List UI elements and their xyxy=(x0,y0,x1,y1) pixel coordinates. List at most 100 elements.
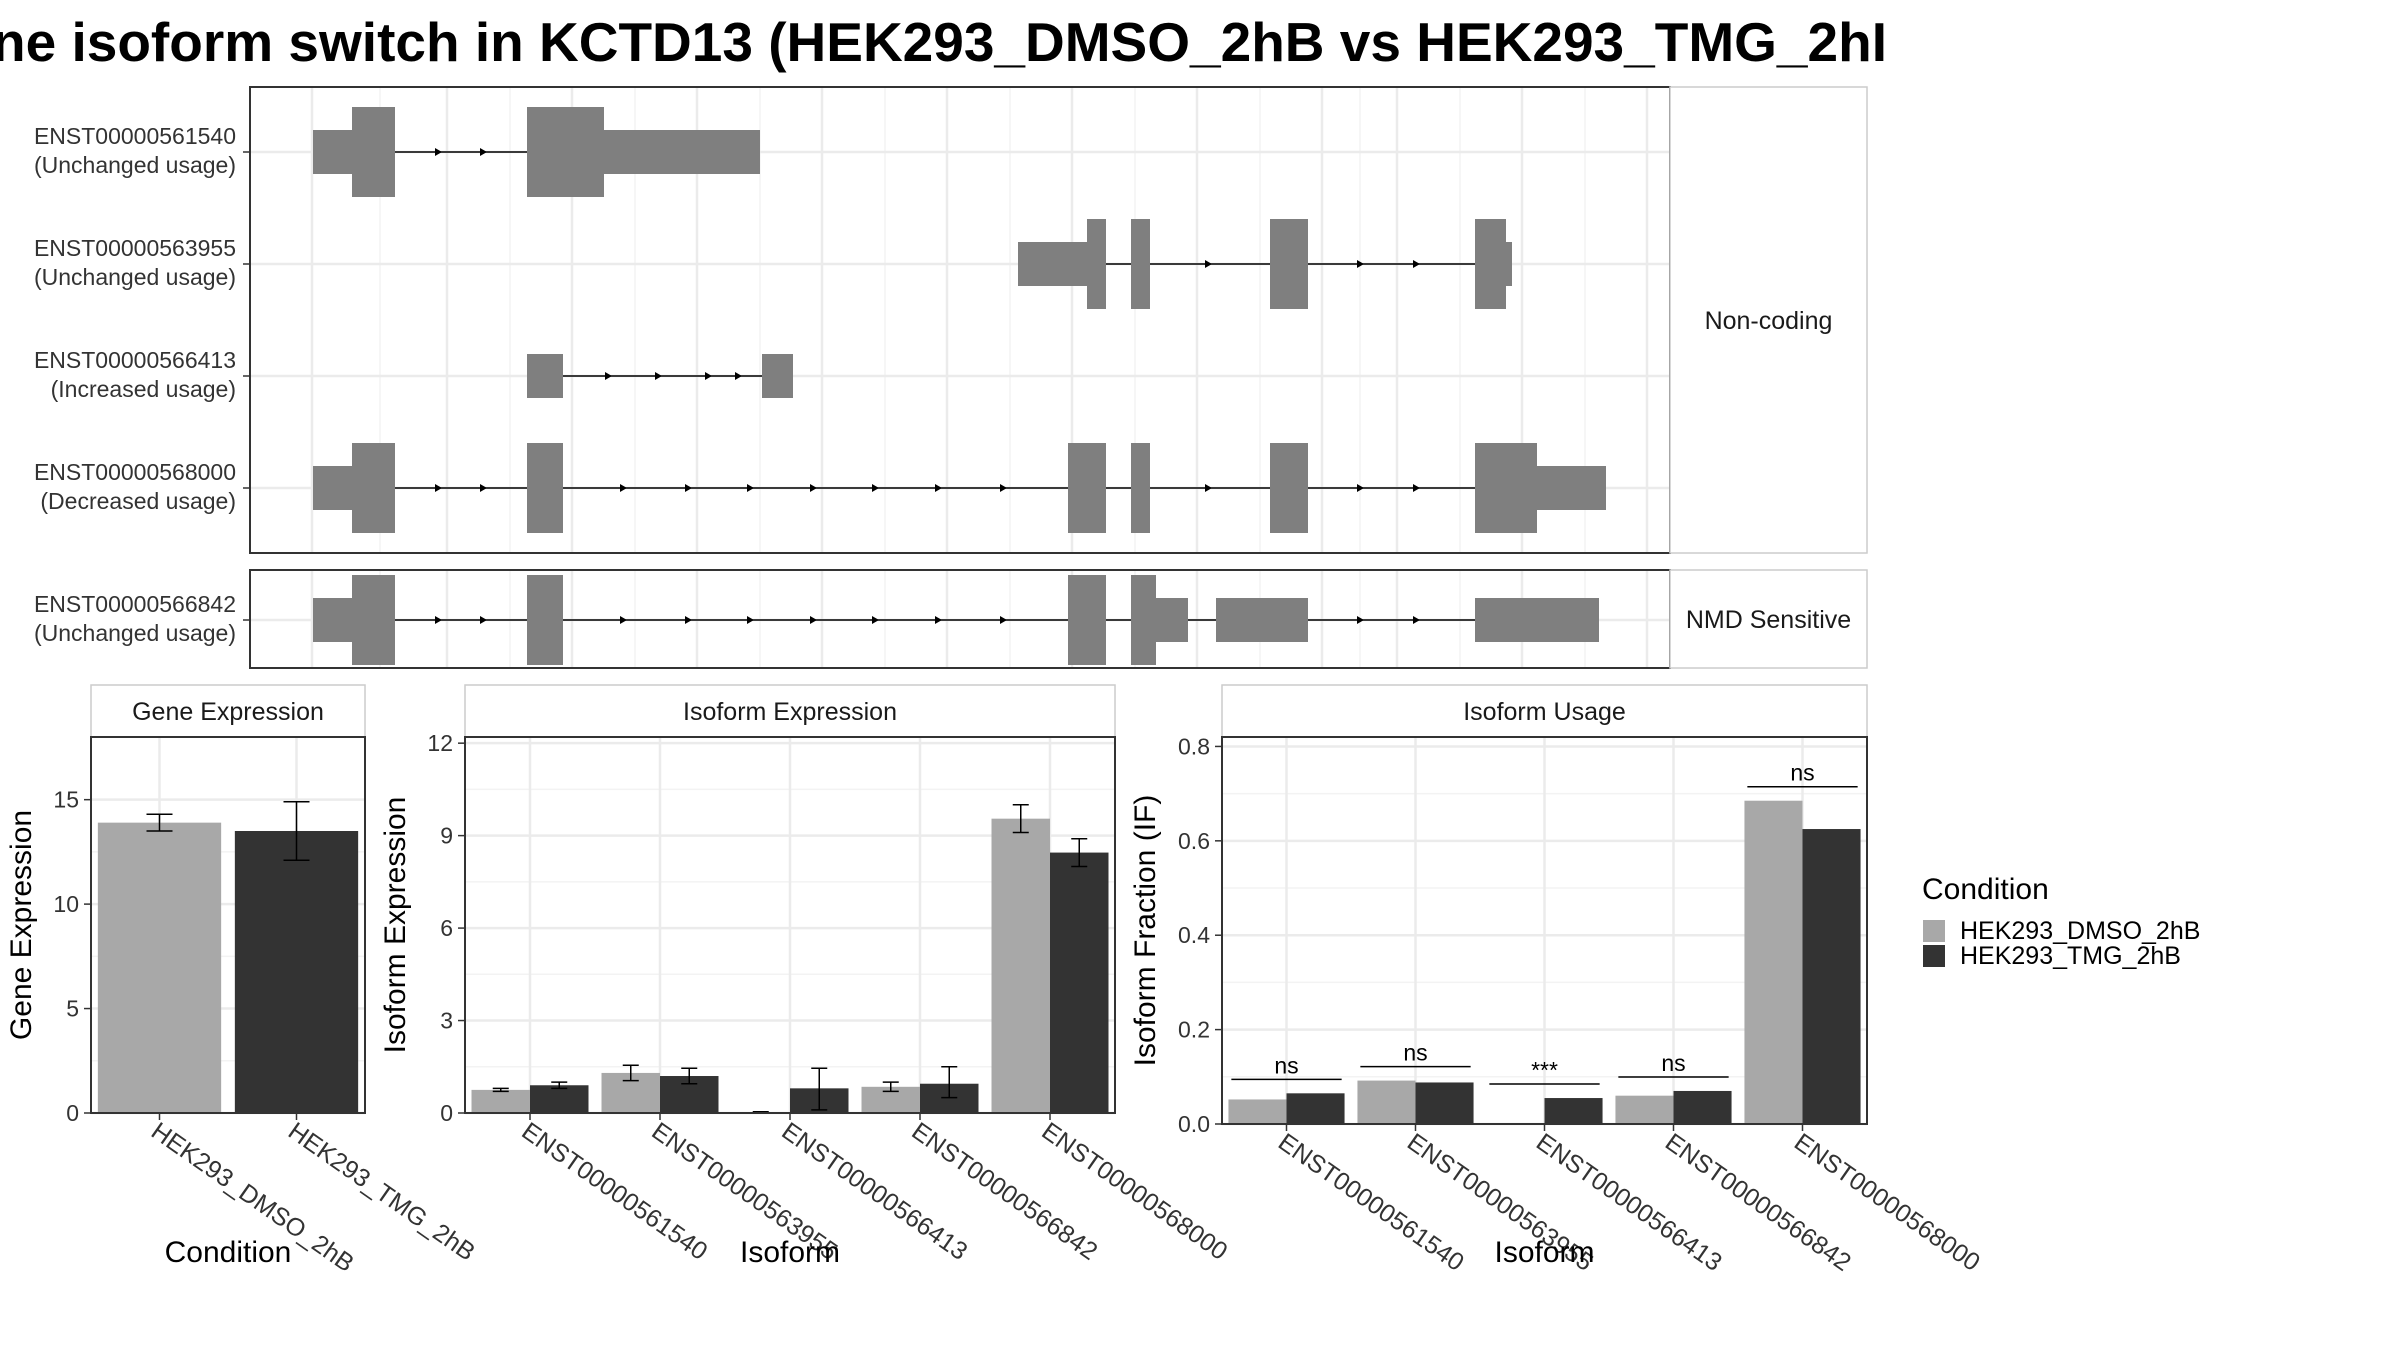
exon-block xyxy=(313,598,352,642)
exon-block xyxy=(1270,219,1308,309)
exon-block xyxy=(1131,443,1150,533)
legend-swatch-dmso xyxy=(1923,920,1945,942)
transcript-usage-label: (Unchanged usage) xyxy=(34,264,236,290)
panel-title: Isoform Usage xyxy=(1463,698,1626,726)
intron-arrow xyxy=(1357,616,1364,624)
intron-arrow xyxy=(435,616,442,624)
transcript-id-label: ENST00000561540 xyxy=(34,123,236,149)
panel-title: Gene Expression xyxy=(132,698,324,726)
y-axis-title: Isoform Fraction (IF) xyxy=(1129,795,1162,1067)
exon-block xyxy=(1156,598,1188,642)
transcript-usage-label: (Decreased usage) xyxy=(40,488,236,514)
y-tick-label: 9 xyxy=(440,823,453,849)
x-axis-title: Condition xyxy=(165,1236,292,1269)
y-axis-title: Gene Expression xyxy=(5,810,38,1040)
intron-arrow xyxy=(1000,616,1007,624)
isoform-expression-panel: Isoform Expression036912ENST00000561540E… xyxy=(379,684,1233,1269)
facet-strip xyxy=(1669,569,1868,669)
intron-arrow xyxy=(1000,484,1007,492)
exon-block xyxy=(527,107,604,197)
y-tick-label: 0.4 xyxy=(1178,922,1210,948)
intron-arrow xyxy=(1413,484,1420,492)
y-tick-label: 15 xyxy=(53,787,79,813)
transcript-usage-label: (Unchanged usage) xyxy=(34,620,236,646)
intron-arrow xyxy=(435,148,442,156)
exon-block xyxy=(762,354,793,398)
transcript-id-label: ENST00000568000 xyxy=(34,459,236,485)
exon-block xyxy=(604,130,760,174)
transcript-id-label: ENST00000566842 xyxy=(34,591,236,617)
significance-label: *** xyxy=(1531,1057,1558,1083)
panel-title: Isoform Expression xyxy=(683,698,897,726)
intron-arrow xyxy=(872,616,879,624)
intron-arrow xyxy=(605,372,612,380)
bar xyxy=(991,818,1050,1113)
structure-panel-bg xyxy=(250,87,1670,553)
legend-label-dmso: HEK293_DMSO_2hB xyxy=(1960,917,2200,945)
y-tick-label: 0.6 xyxy=(1178,828,1210,854)
panel-strip xyxy=(464,684,1116,738)
bar xyxy=(1286,1093,1345,1124)
exon-block xyxy=(1131,575,1156,665)
transcript-usage-label: (Unchanged usage) xyxy=(34,152,236,178)
y-tick-label: 0.2 xyxy=(1178,1017,1210,1043)
intron-arrow xyxy=(480,616,487,624)
exon-block xyxy=(313,130,352,174)
y-tick-label: 0.0 xyxy=(1178,1111,1210,1137)
exon-block xyxy=(1475,443,1537,533)
panel-strip xyxy=(90,684,366,738)
intron-arrow xyxy=(685,616,692,624)
bar xyxy=(1228,1099,1287,1124)
exon-block xyxy=(1131,219,1150,309)
exon-block xyxy=(527,575,563,665)
exon-block xyxy=(527,443,563,533)
bar xyxy=(530,1085,589,1113)
exon-block xyxy=(352,107,395,197)
bar xyxy=(1050,852,1109,1113)
exon-block xyxy=(1216,598,1308,642)
facet-strip-label: NMD Sensitive xyxy=(1686,606,1851,634)
y-tick-label: 12 xyxy=(427,730,453,756)
transcript-id-label: ENST00000563955 xyxy=(34,235,236,261)
transcript-id-label: ENST00000566413 xyxy=(34,347,236,373)
exon-block xyxy=(527,354,563,398)
panel-border xyxy=(90,736,366,1114)
intron-arrow xyxy=(480,148,487,156)
intron-arrow xyxy=(435,484,442,492)
exon-block xyxy=(1475,598,1599,642)
facet-strip-label: Non-coding xyxy=(1705,307,1833,335)
y-tick-label: 0.8 xyxy=(1178,733,1210,759)
bar xyxy=(97,822,222,1113)
intron-arrow xyxy=(655,372,662,380)
exon-block xyxy=(313,466,352,510)
exon-block xyxy=(352,575,395,665)
legend-label-tmg: HEK293_TMG_2hB xyxy=(1960,942,2181,970)
intron-arrow xyxy=(935,484,942,492)
facet-strip xyxy=(1669,86,1868,554)
legend-swatch-tmg xyxy=(1923,945,1945,967)
bar xyxy=(1544,1098,1603,1124)
bar xyxy=(1744,800,1803,1124)
intron-arrow xyxy=(1357,484,1364,492)
intron-arrow xyxy=(810,616,817,624)
bar xyxy=(471,1089,530,1113)
y-tick-label: 0 xyxy=(66,1100,79,1126)
x-axis-title: Isoform xyxy=(1494,1236,1594,1269)
intron-arrow xyxy=(747,484,754,492)
figure-title: ne isoform switch in KCTD13 (HEK293_DMSO… xyxy=(0,11,1887,73)
y-tick-label: 3 xyxy=(440,1008,453,1034)
intron-arrow xyxy=(620,484,627,492)
bar xyxy=(1615,1095,1674,1124)
legend: Condition HEK293_DMSO_2hB HEK293_TMG_2hB xyxy=(1922,873,2200,970)
intron-arrow xyxy=(810,484,817,492)
intron-arrow xyxy=(935,616,942,624)
exon-block xyxy=(1537,466,1606,510)
significance-label: ns xyxy=(1661,1050,1685,1076)
intron-arrow xyxy=(872,484,879,492)
exon-block xyxy=(1068,575,1106,665)
exon-block xyxy=(352,443,395,533)
intron-arrow xyxy=(620,616,627,624)
y-axis-title: Isoform Expression xyxy=(379,797,412,1054)
exon-block xyxy=(1270,443,1308,533)
